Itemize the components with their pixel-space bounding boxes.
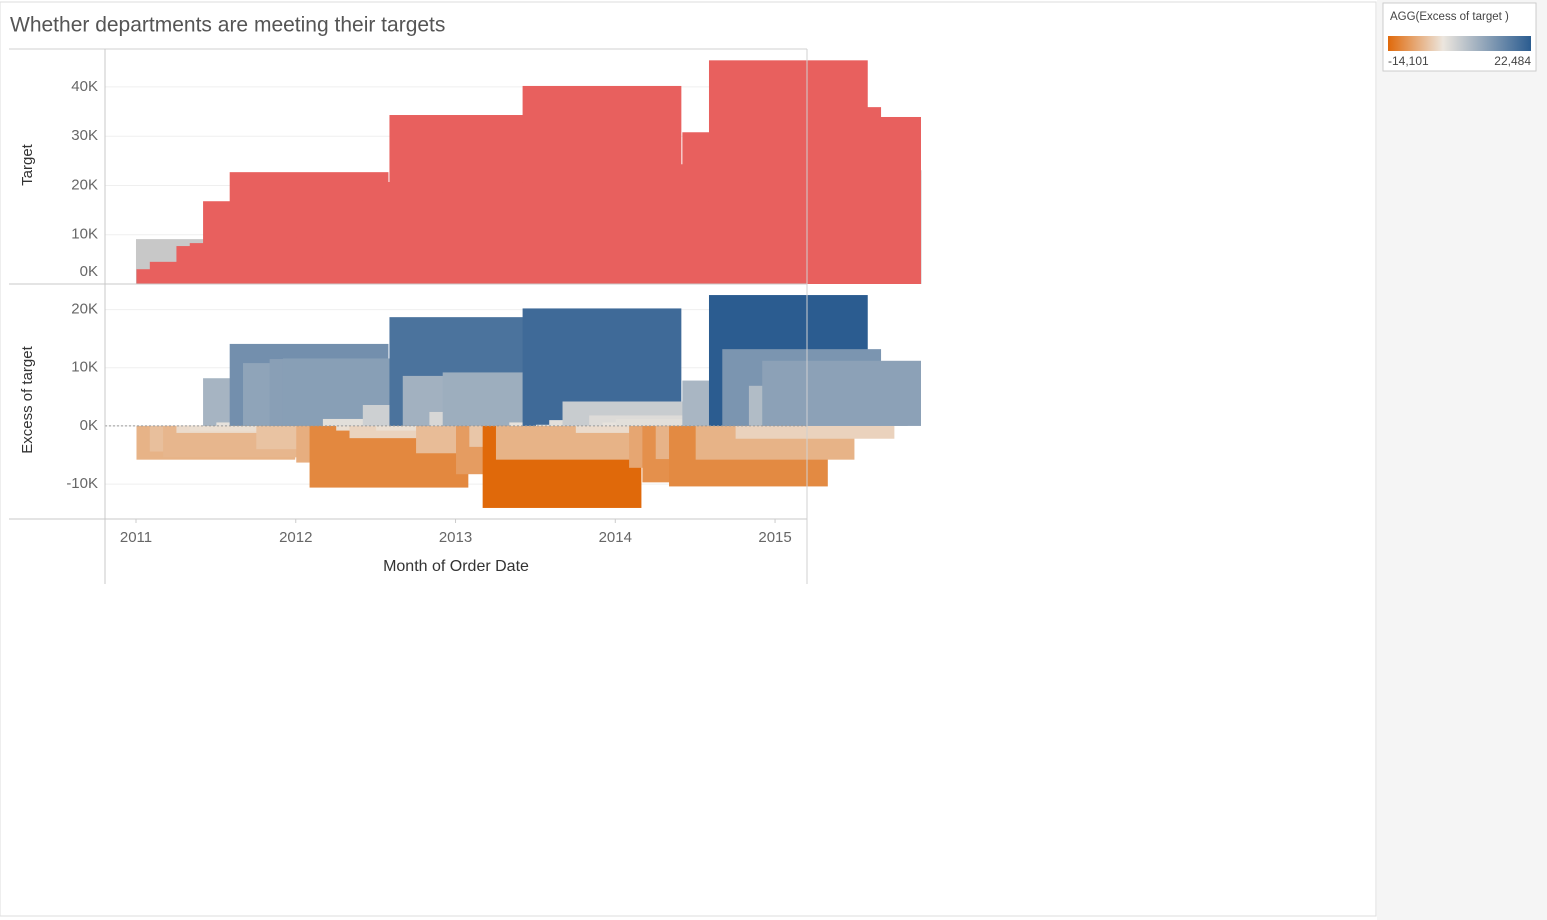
x-tick-label: 2014	[599, 529, 632, 546]
y-tick-label: 20K	[71, 176, 98, 193]
y-tick-label: 0K	[80, 263, 98, 280]
x-tick-label: 2011	[120, 529, 152, 546]
y-axis-title: Target	[19, 143, 36, 186]
plot: 0K 10K 20K 30K 40K -10K 0K 10K 20K 2011 2012 2013 20…	[66, 60, 922, 546]
y-tick-label: -10K	[66, 475, 98, 492]
x-axis-title: Month of Order Date	[383, 558, 529, 575]
y-tick-label: 0K	[80, 417, 98, 434]
legend-min: -14,101	[1388, 54, 1429, 68]
x-tick-label: 2015	[758, 529, 791, 546]
y-tick-label: 40K	[71, 78, 98, 95]
legend-pane	[1377, 0, 1547, 920]
y-tick-label: 10K	[71, 359, 98, 376]
legend-title: AGG(Excess of target )	[1390, 11, 1509, 23]
chart-title: Whether departments are meeting their ta…	[10, 14, 445, 37]
x-tick-label: 2013	[439, 529, 472, 546]
bar	[735, 425, 895, 439]
y-tick-label: 30K	[71, 127, 98, 144]
bar	[762, 360, 921, 426]
bar	[762, 116, 921, 284]
y-axis-title: Excess of target	[19, 345, 36, 453]
x-tick-label: 2012	[279, 529, 312, 546]
y-tick-label: 20K	[71, 301, 98, 318]
y-tick-label: 10K	[71, 226, 98, 243]
legend-max: 22,484	[1494, 54, 1531, 68]
frame	[9, 48, 808, 584]
legend-gradient	[1388, 36, 1531, 51]
